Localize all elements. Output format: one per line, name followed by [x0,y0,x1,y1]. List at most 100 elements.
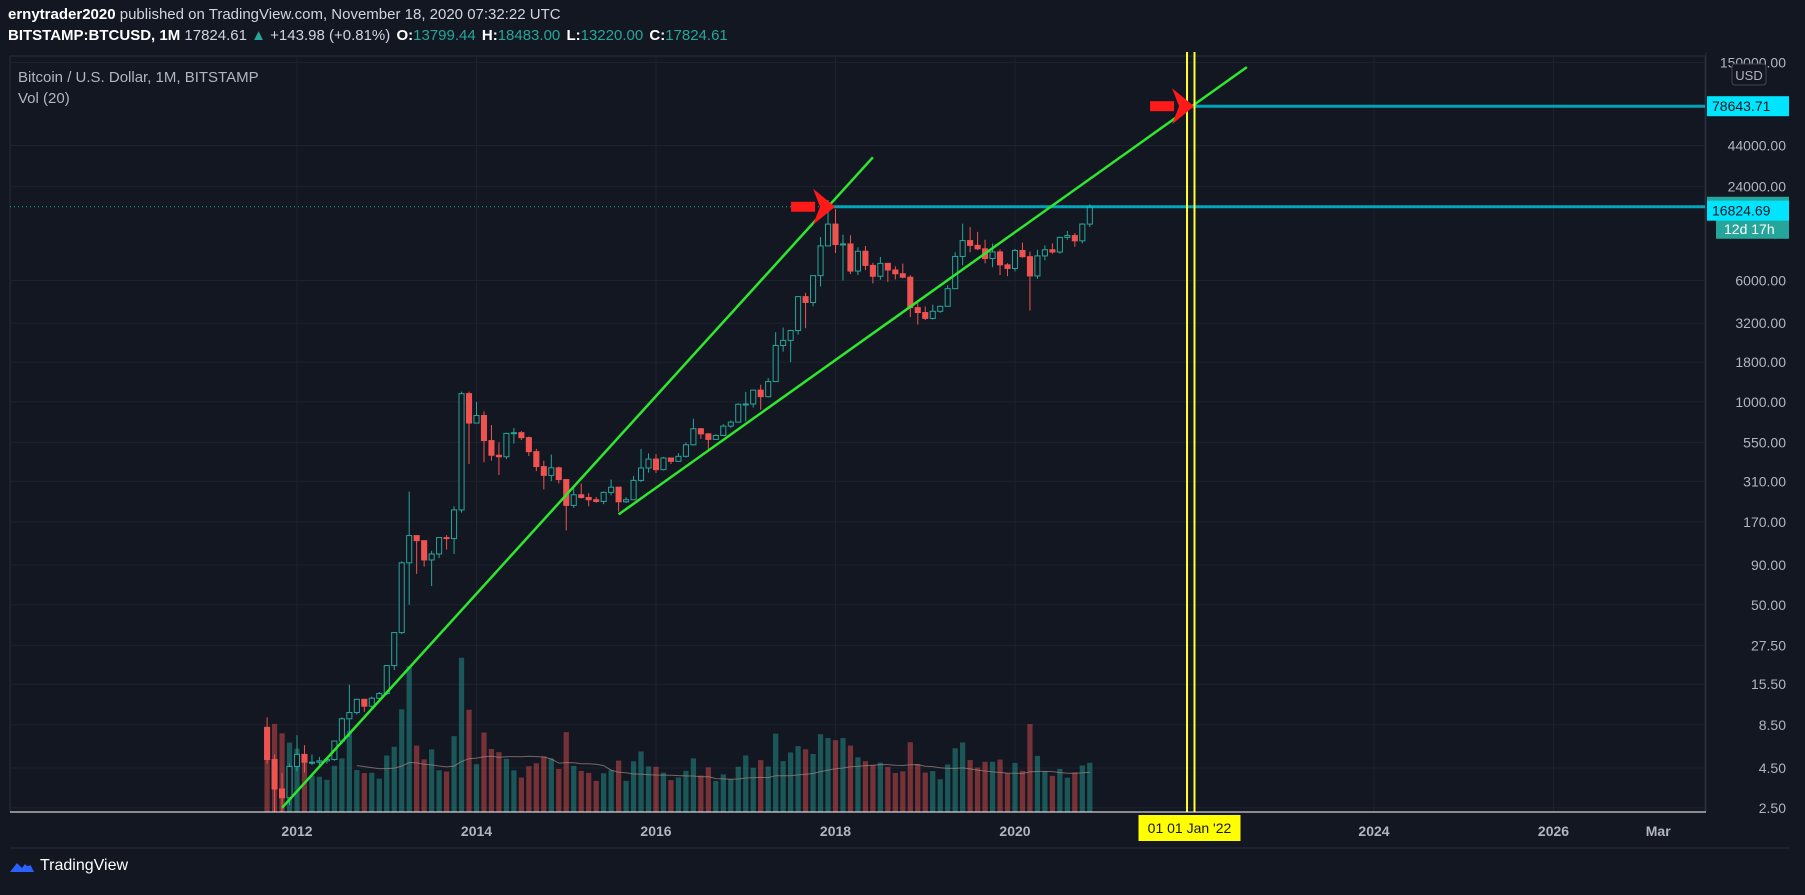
candle-body [548,467,555,476]
volume-bar [930,771,936,812]
volume-bar [802,749,809,812]
volume-bar [391,746,397,812]
candle-body [1041,249,1048,257]
volume-bar [922,772,928,812]
candle [832,209,839,254]
candle [839,234,847,281]
y-tick-label: 44000.00 [1728,138,1787,154]
candle [1034,249,1041,279]
y-tick-label: 550.00 [1743,434,1786,450]
candle [623,497,630,503]
volume-bar [967,760,973,812]
volume-bar [728,778,734,812]
volume-bar [915,764,921,812]
candle-body [757,389,764,398]
volume-bar [623,780,629,812]
volume-bar [586,772,592,812]
candle-body [750,389,757,405]
y-tick-label: 27.50 [1751,637,1786,653]
trendline [617,66,1248,516]
volume-bar [937,779,943,812]
volume-bar [720,774,726,812]
candle-body [353,698,360,714]
y-tick-label: 310.00 [1743,473,1786,489]
candle [690,418,697,446]
tradingview-branding[interactable]: TradingView [8,857,128,875]
candle [1019,242,1026,258]
candle [937,305,944,313]
candle [742,391,749,422]
volume-bar [1004,773,1011,812]
candle [615,486,622,512]
candle [533,448,540,472]
candle [600,491,607,505]
low-label: L: [566,27,581,44]
candle-body [652,458,660,471]
price-change: +143.98 (+0.81%) [270,27,391,44]
candle [271,754,278,812]
candle-body [271,759,278,790]
candle [667,457,675,464]
candle [1049,243,1056,254]
candle [465,391,473,464]
candle-body [1064,235,1071,238]
candle-body [929,310,936,319]
candle-body [1086,206,1093,225]
volume-bar [481,732,487,812]
volume-bar [526,766,532,812]
volume-bar [870,764,876,812]
volume-bar [563,732,569,812]
candle [1011,248,1019,272]
x-tick-label: Mar [1646,823,1671,839]
candle-body [578,494,585,498]
currency-badge [1731,63,1767,86]
candle [593,496,600,503]
candle-body [1026,256,1034,277]
candle-body [428,553,435,561]
candle [473,401,480,424]
candle-body [967,240,974,246]
candle-body [839,243,847,246]
candle-body [944,288,951,307]
volume-bar [997,759,1003,812]
close-value: 17824.61 [665,27,728,44]
trendline [281,156,874,809]
candle [697,428,704,439]
chart-legend-title: Bitcoin / U.S. Dollar, 1M, BITSTAMP [18,69,259,86]
volume-bar [683,770,689,812]
candle-body [630,479,637,501]
candle-body [959,240,966,257]
volume-bar [982,761,988,812]
volume-bar [346,730,352,812]
volume-bar [376,778,382,812]
x-tick-label: 2024 [1358,823,1389,839]
candle [660,456,667,471]
candle [959,223,966,266]
candle-body [765,381,772,398]
y-tick-label: 50.00 [1751,597,1786,613]
candle-body [316,760,323,763]
volume-bar [885,766,891,812]
y-tick-label: 6000.00 [1735,273,1786,289]
volume-bar [765,766,771,812]
author-name[interactable]: ernytrader2020 [8,6,116,23]
last-price: 17824.61 [184,27,247,44]
candle [727,420,734,429]
volume-bar [907,742,913,812]
candle [398,561,405,635]
candle-body [802,296,809,303]
candle-body [346,712,353,720]
volume-bar [758,760,764,812]
brand-name: TradingView [40,857,129,874]
candle [869,262,876,284]
high-label: H: [481,27,498,44]
volume-bar [877,762,883,812]
candle [884,262,891,282]
volume-bar [429,749,435,812]
candle [630,475,637,501]
candle-body [660,457,667,471]
candle [967,227,974,253]
arrow-head [1172,88,1195,125]
volume-bar [421,759,427,812]
